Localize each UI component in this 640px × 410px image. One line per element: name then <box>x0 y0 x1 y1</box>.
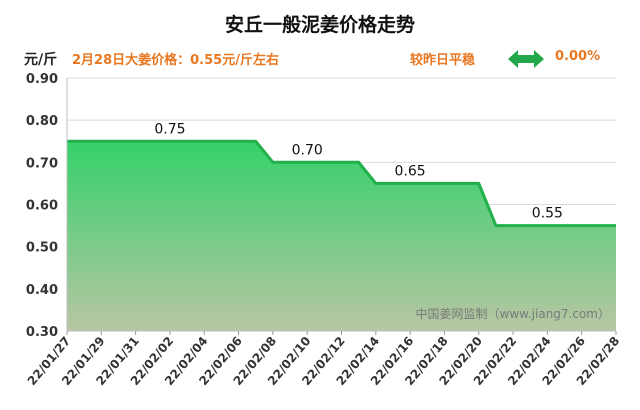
unit-label: 元/斤 <box>24 52 58 68</box>
change-percent: 0.00% <box>555 49 601 64</box>
data-label: 0.70 <box>292 142 323 158</box>
watermark: 中国姜网监制（www.jiang7.com） <box>416 306 610 321</box>
price-info: 2月28日大姜价格：0.55元/斤左右 <box>72 53 279 68</box>
trend-text: 较昨日平稳 <box>410 53 476 68</box>
price-line <box>67 139 616 228</box>
double-arrow-horizontal-icon <box>508 50 544 68</box>
data-label: 0.65 <box>395 163 426 179</box>
y-tick-label: 0.30 <box>26 325 58 340</box>
y-tick-label: 0.90 <box>26 72 58 87</box>
price-area <box>67 141 616 331</box>
y-tick-label: 0.50 <box>26 241 58 256</box>
chart-title: 安丘一般泥姜价格走势 <box>224 14 415 36</box>
data-label: 0.55 <box>532 206 563 222</box>
y-tick-label: 0.60 <box>26 199 58 214</box>
y-tick-label: 0.40 <box>26 283 58 298</box>
data-label: 0.75 <box>154 121 185 137</box>
y-tick-label: 0.80 <box>26 114 58 129</box>
y-tick-label: 0.70 <box>26 156 58 171</box>
